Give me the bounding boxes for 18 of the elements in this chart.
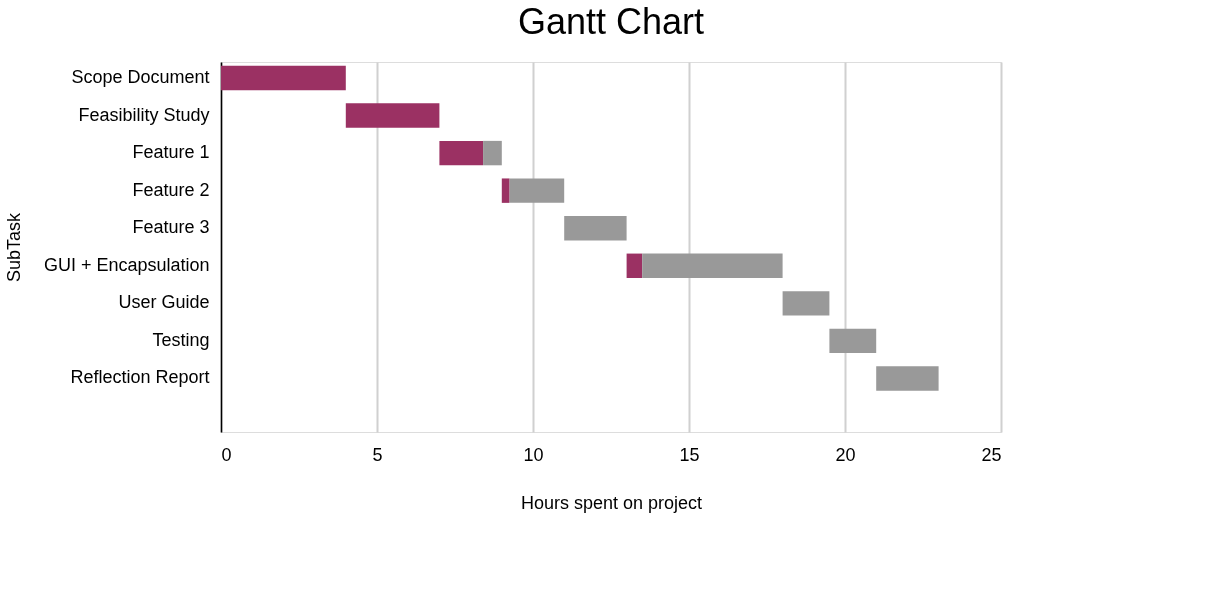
x-tick-label: 10 — [523, 444, 544, 465]
y-tick-label: Reflection Report — [70, 367, 210, 388]
y-tick-label: Scope Document — [71, 66, 210, 87]
x-axis-title: Hours spent on project — [520, 492, 703, 513]
y-tick-label: User Guide — [118, 292, 210, 313]
x-tick-label: 25 — [981, 444, 1002, 465]
x-tick-label: 5 — [372, 444, 383, 465]
y-tick-label: Feature 3 — [132, 217, 210, 238]
y-tick-label: Feasibility Study — [78, 104, 210, 125]
x-tick-label: 20 — [835, 444, 856, 465]
chart-title: Gantt Chart — [517, 1, 705, 42]
x-tick-label: 15 — [679, 444, 700, 465]
y-tick-label: Feature 1 — [132, 142, 210, 163]
y-tick-label: Feature 2 — [132, 179, 210, 200]
x-tick-label: 0 — [221, 444, 232, 465]
y-axis-title: SubTask — [3, 211, 24, 283]
y-tick-label: GUI + Encapsulation — [43, 254, 210, 275]
y-tick-label: Testing — [152, 329, 210, 350]
